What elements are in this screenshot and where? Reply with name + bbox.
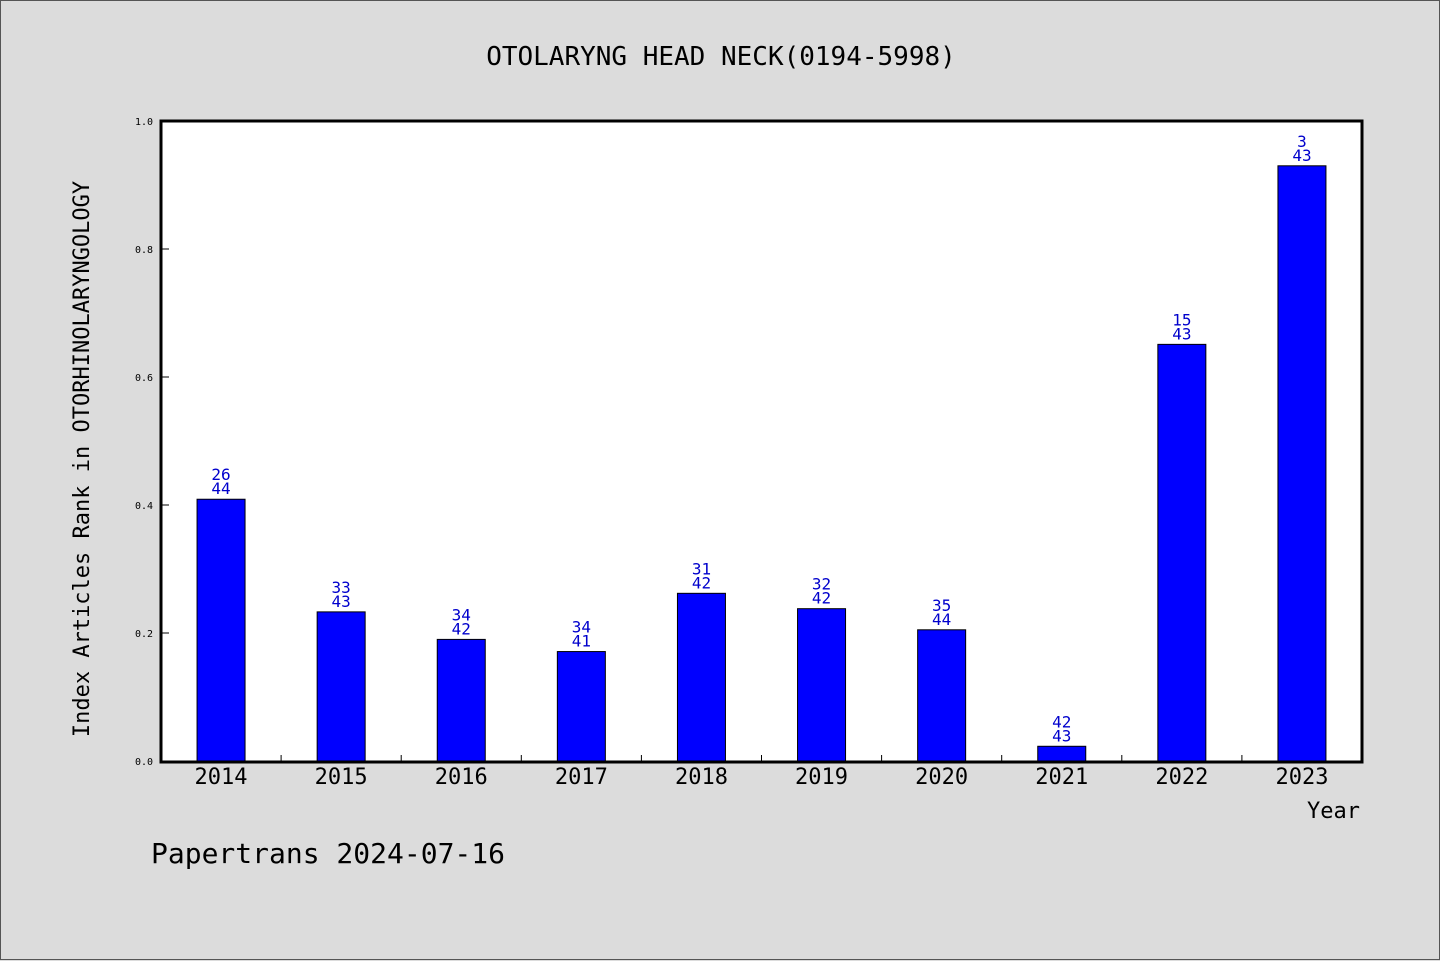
x-tick-label: 2020 — [915, 765, 968, 790]
bar-2023 — [1277, 165, 1327, 762]
rank-label: 33 — [332, 578, 351, 597]
total-label: 43 — [1052, 726, 1071, 745]
chart-title: OTOLARYNG HEAD NECK(0194-5998) — [486, 42, 956, 72]
bar-2021 — [1037, 745, 1087, 762]
rank-label: 26 — [211, 465, 230, 484]
y-tick-label: 0.4 — [135, 501, 153, 512]
y-axis-label: Index Articles Rank in OTORHINOLARYNGOLO… — [70, 181, 95, 737]
x-tick-label: 2017 — [555, 765, 608, 790]
rank-label: 34 — [572, 618, 591, 637]
rank-label: 32 — [812, 575, 831, 594]
bar-2014 — [196, 498, 246, 762]
x-tick-label: 2022 — [1155, 765, 1208, 790]
footer-text: Papertrans 2024-07-16 — [151, 837, 505, 870]
bar-2016 — [436, 638, 486, 762]
y-axis: 0.0 0.2 0.4 0.6 0.8 1.0 — [135, 117, 169, 768]
rank-label: 34 — [452, 605, 471, 624]
bars-group — [196, 165, 1327, 762]
y-tick-label: 0.0 — [135, 757, 153, 768]
bar-2015 — [316, 611, 366, 762]
x-tick-label: 2019 — [795, 765, 848, 790]
bar-2018 — [676, 592, 726, 762]
bar-2020 — [917, 629, 967, 762]
total-label: 42 — [692, 573, 711, 592]
x-tick-label: 2015 — [315, 765, 368, 790]
total-label: 43 — [1172, 324, 1191, 343]
rank-label: 3 — [1297, 132, 1307, 151]
x-tick-label: 2021 — [1035, 765, 1088, 790]
rank-label: 35 — [932, 596, 951, 615]
y-tick-label: 0.2 — [135, 629, 153, 640]
bar-2019 — [797, 608, 847, 762]
y-tick-label: 0.8 — [135, 245, 153, 256]
total-label: 42 — [452, 619, 471, 638]
total-label: 41 — [572, 632, 591, 651]
total-label: 44 — [211, 479, 230, 498]
rank-label: 42 — [1052, 712, 1071, 731]
x-tick-label: 2023 — [1275, 765, 1328, 790]
x-axis-label: Year — [1307, 799, 1360, 824]
rank-label: 15 — [1172, 310, 1191, 329]
total-label: 44 — [932, 610, 951, 629]
x-tick-label: 2014 — [195, 765, 248, 790]
x-tick-label: 2016 — [435, 765, 488, 790]
bar-2017 — [556, 651, 606, 762]
y-tick-label: 0.6 — [135, 373, 153, 384]
total-label: 42 — [812, 589, 831, 608]
bar-2022 — [1157, 343, 1207, 762]
x-tick-label: 2018 — [675, 765, 728, 790]
total-label: 43 — [332, 592, 351, 611]
x-axis: 2014 2015 2016 2017 2018 2019 2020 2021 2022 2023 — [195, 755, 1328, 790]
y-tick-label: 1.0 — [135, 117, 153, 128]
rank-label: 31 — [692, 559, 711, 578]
total-label: 43 — [1292, 146, 1311, 165]
